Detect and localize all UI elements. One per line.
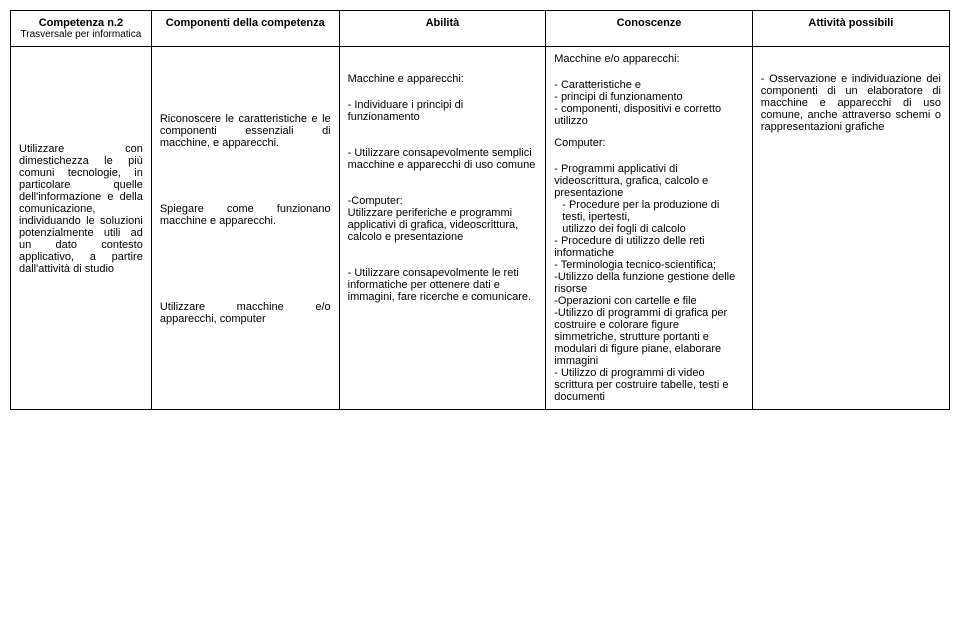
abilita-h1: Macchine e apparecchi: — [348, 73, 538, 85]
abilita-p1: - Individuare i principi di funzionament… — [348, 99, 538, 123]
conoscenze-l3: - componenti, dispositivi e corretto uti… — [554, 103, 744, 127]
header-col5: Attività possibili — [752, 11, 949, 47]
conoscenze-h1: Macchine e/o apparecchi: — [554, 53, 744, 65]
conoscenze-l5: - Procedure per la produzione di testi, … — [562, 199, 744, 223]
attivita-p1: - Osservazione e individuazione dei comp… — [761, 73, 941, 133]
conoscenze-l12: - Utilizzo di programmi di video scrittu… — [554, 367, 744, 403]
header-col4: Conoscenze — [546, 11, 753, 47]
cell-attivita: - Osservazione e individuazione dei comp… — [752, 47, 949, 410]
abilita-p4: - Utilizzare consapevolmente le reti inf… — [348, 267, 538, 303]
componenti-p1: Riconoscere le caratteristiche e le comp… — [160, 113, 331, 149]
abilita-p2: - Utilizzare consapevolmente semplici ma… — [348, 147, 538, 171]
competenza-text: Utilizzare con dimestichezza le più comu… — [19, 143, 143, 275]
conoscenze-l6: utilizzo dei fogli di calcolo — [562, 223, 744, 235]
header-col2: Componenti della competenza — [151, 11, 339, 47]
header-col1-title: Competenza n.2 — [19, 17, 143, 29]
cell-componenti: Riconoscere le caratteristiche e le comp… — [151, 47, 339, 410]
competency-table: Competenza n.2 Trasversale per informati… — [10, 10, 950, 410]
abilita-p3: Utilizzare periferiche e programmi appli… — [348, 207, 538, 243]
conoscenze-l1: - Caratteristiche e — [554, 79, 744, 91]
cell-competenza: Utilizzare con dimestichezza le più comu… — [11, 47, 152, 410]
cell-abilita: Macchine e apparecchi: - Individuare i p… — [339, 47, 546, 410]
conoscenze-l11: -Utilizzo di programmi di grafica per co… — [554, 307, 744, 367]
conoscenze-l10: -Operazioni con cartelle e file — [554, 295, 744, 307]
abilita-h2: -Computer: — [348, 195, 538, 207]
header-col1: Competenza n.2 Trasversale per informati… — [11, 11, 152, 47]
componenti-p2: Spiegare come funzionano macchine e appa… — [160, 203, 331, 227]
header-col3: Abilità — [339, 11, 546, 47]
cell-conoscenze: Macchine e/o apparecchi: - Caratteristic… — [546, 47, 753, 410]
componenti-p3: Utilizzare macchine e/o apparecchi, comp… — [160, 301, 331, 325]
content-row: Utilizzare con dimestichezza le più comu… — [11, 47, 950, 410]
conoscenze-l8: - Terminologia tecnico-scientifica; — [554, 259, 744, 271]
header-row: Competenza n.2 Trasversale per informati… — [11, 11, 950, 47]
conoscenze-h2: Computer: — [554, 137, 744, 149]
conoscenze-l7: - Procedure di utilizzo delle reti infor… — [554, 235, 744, 259]
conoscenze-l4: - Programmi applicativi di videoscrittur… — [554, 163, 744, 199]
header-col1-subtitle: Trasversale per informatica — [19, 29, 143, 40]
conoscenze-l9: -Utilizzo della funzione gestione delle … — [554, 271, 744, 295]
conoscenze-l2: - principi di funzionamento — [554, 91, 744, 103]
